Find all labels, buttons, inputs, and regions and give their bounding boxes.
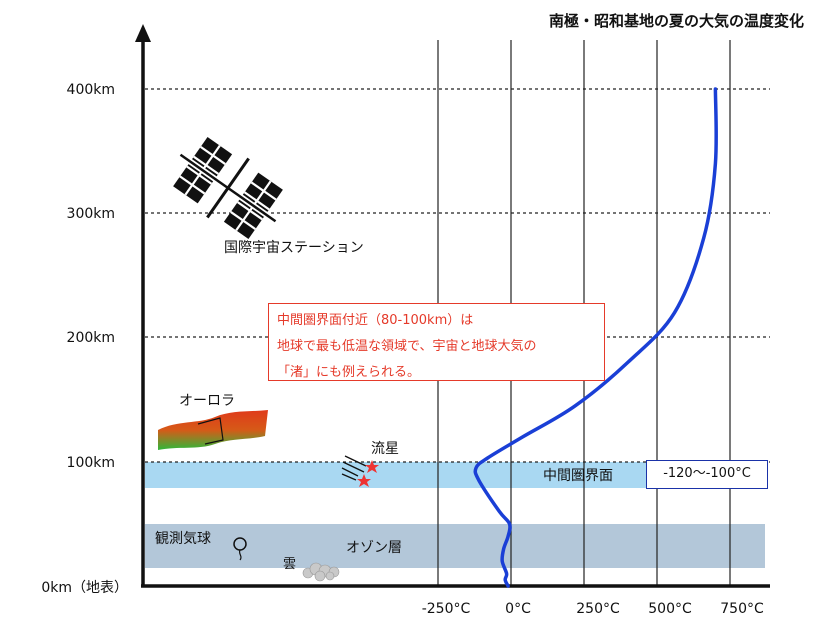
y-tick-300km: 300km [67, 206, 115, 222]
x-tick-minus250c: -250°C [422, 601, 471, 617]
aurora-label: オーロラ [179, 393, 235, 409]
mesopause-note-box: 中間圏界面付近（80-100km）は 地球で最も低温な領域で、宇宙と地球大気の … [268, 303, 605, 381]
x-tick-250c: 250°C [576, 601, 620, 617]
balloon-icon [233, 537, 247, 561]
meteor-icon [341, 455, 379, 487]
cloud-label: 雲 [283, 557, 296, 572]
y-tick-100km: 100km [67, 455, 115, 471]
y-tick-400km: 400km [67, 82, 115, 98]
y-axis-arrow [135, 24, 151, 42]
mesopause-label: 中間圏界面 [543, 468, 613, 484]
x-tick-labels: -250°C 0°C 250°C 500°C 750°C [422, 601, 764, 617]
note-line-2: 地球で最も低温な領域で、宇宙と地球大気の [277, 339, 537, 354]
ozone-layer-label: オゾン層 [346, 540, 402, 556]
horizontal-gridlines [145, 88, 770, 463]
temperature-series-line [473, 87, 718, 588]
cloud-icon [302, 562, 340, 582]
y-tick-200km: 200km [67, 330, 115, 346]
y-tick-labels: 400km 300km 200km 100km 0km（地表） [41, 82, 128, 596]
aurora-icon [158, 410, 268, 450]
note-line-3: 「渚」にも例えられる。 [277, 365, 421, 380]
mesopause-temperature-box: -120～-100°C [646, 460, 768, 489]
ozone-layer-band [145, 524, 765, 568]
note-line-1: 中間圏界面付近（80-100km）は [277, 313, 474, 328]
balloon-label: 観測気球 [155, 530, 211, 547]
y-tick-0km: 0km（地表） [41, 580, 128, 596]
chart-title: 南極・昭和基地の夏の大気の温度変化 [548, 12, 804, 30]
x-tick-0c: 0°C [505, 601, 531, 617]
meteor-label: 流星 [371, 441, 399, 457]
iss-label: 国際宇宙ステーション [224, 240, 364, 256]
space-station-icon [173, 137, 283, 239]
x-tick-500c: 500°C [648, 601, 692, 617]
x-tick-750c: 750°C [720, 601, 764, 617]
